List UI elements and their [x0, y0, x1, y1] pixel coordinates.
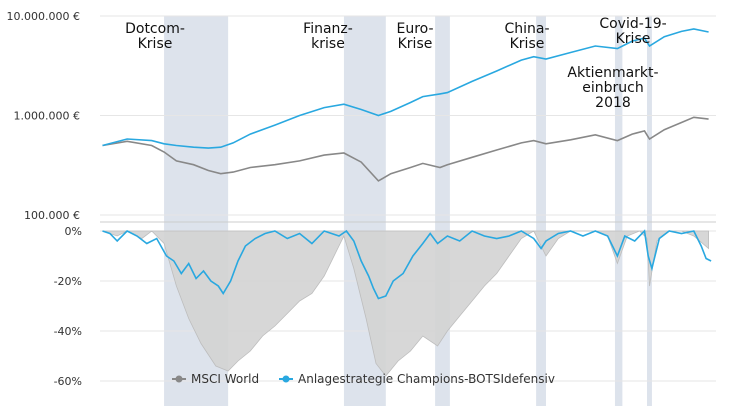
axis-layer: 10.000.000 € 1.000.000 € 100.000 € 0% -20% -4… [7, 10, 82, 388]
crisis-band-4 [614, 16, 623, 406]
crisis-label-0: Dotcom-Krise [125, 21, 185, 52]
drawdown-area-msci-world [102, 230, 710, 377]
series-line-msci-world [102, 116, 709, 182]
legend-label-msci-world: MSCI World [191, 372, 259, 386]
crisis-label-4: Aktienmarkt-einbruch 2018 [567, 65, 658, 111]
top-y-tick-label: 10.000.000 € [7, 10, 80, 23]
drawdown-line-champions [102, 229, 712, 300]
legend-item-champions[interactable]: Anlagestrategie Champions-BOTSIdefensiv [279, 372, 555, 386]
legend-label-champions: Anlagestrategie Champions-BOTSIdefensiv [298, 372, 555, 386]
crisis-label-3: China-Krise [504, 21, 549, 52]
bottom-y-tick-label: 0% [65, 225, 82, 238]
annotation-layer: Dotcom-Krise Finanz-krise Euro-Krise China-… [125, 16, 667, 111]
legend-marker-champions [282, 375, 290, 383]
bottom-y-tick-label: -20% [54, 275, 82, 288]
crisis-bands [164, 16, 652, 406]
legend: MSCI World Anlagestrategie Champions-BOT… [172, 372, 555, 386]
bottom-y-tick-label: -40% [54, 325, 82, 338]
crisis-label-1: Finanz-krise [303, 21, 353, 52]
crisis-band-5 [647, 16, 652, 406]
bottom-y-tick-label: -60% [54, 375, 82, 388]
crisis-label-5: Covid-19-Krise [599, 16, 666, 47]
series-line-champions [102, 28, 709, 149]
top-y-tick-label: 1.000.000 € [14, 110, 80, 123]
crisis-band-2 [435, 16, 450, 406]
top-y-tick-label: 100.000 € [24, 209, 80, 222]
crisis-label-2: Euro-Krise [396, 21, 433, 52]
legend-marker-msci-world [175, 375, 183, 383]
crisis-band-3 [536, 16, 546, 406]
drawdown-area-layer [102, 230, 710, 377]
line-layer [102, 28, 712, 300]
legend-item-msci-world[interactable]: MSCI World [172, 372, 259, 386]
